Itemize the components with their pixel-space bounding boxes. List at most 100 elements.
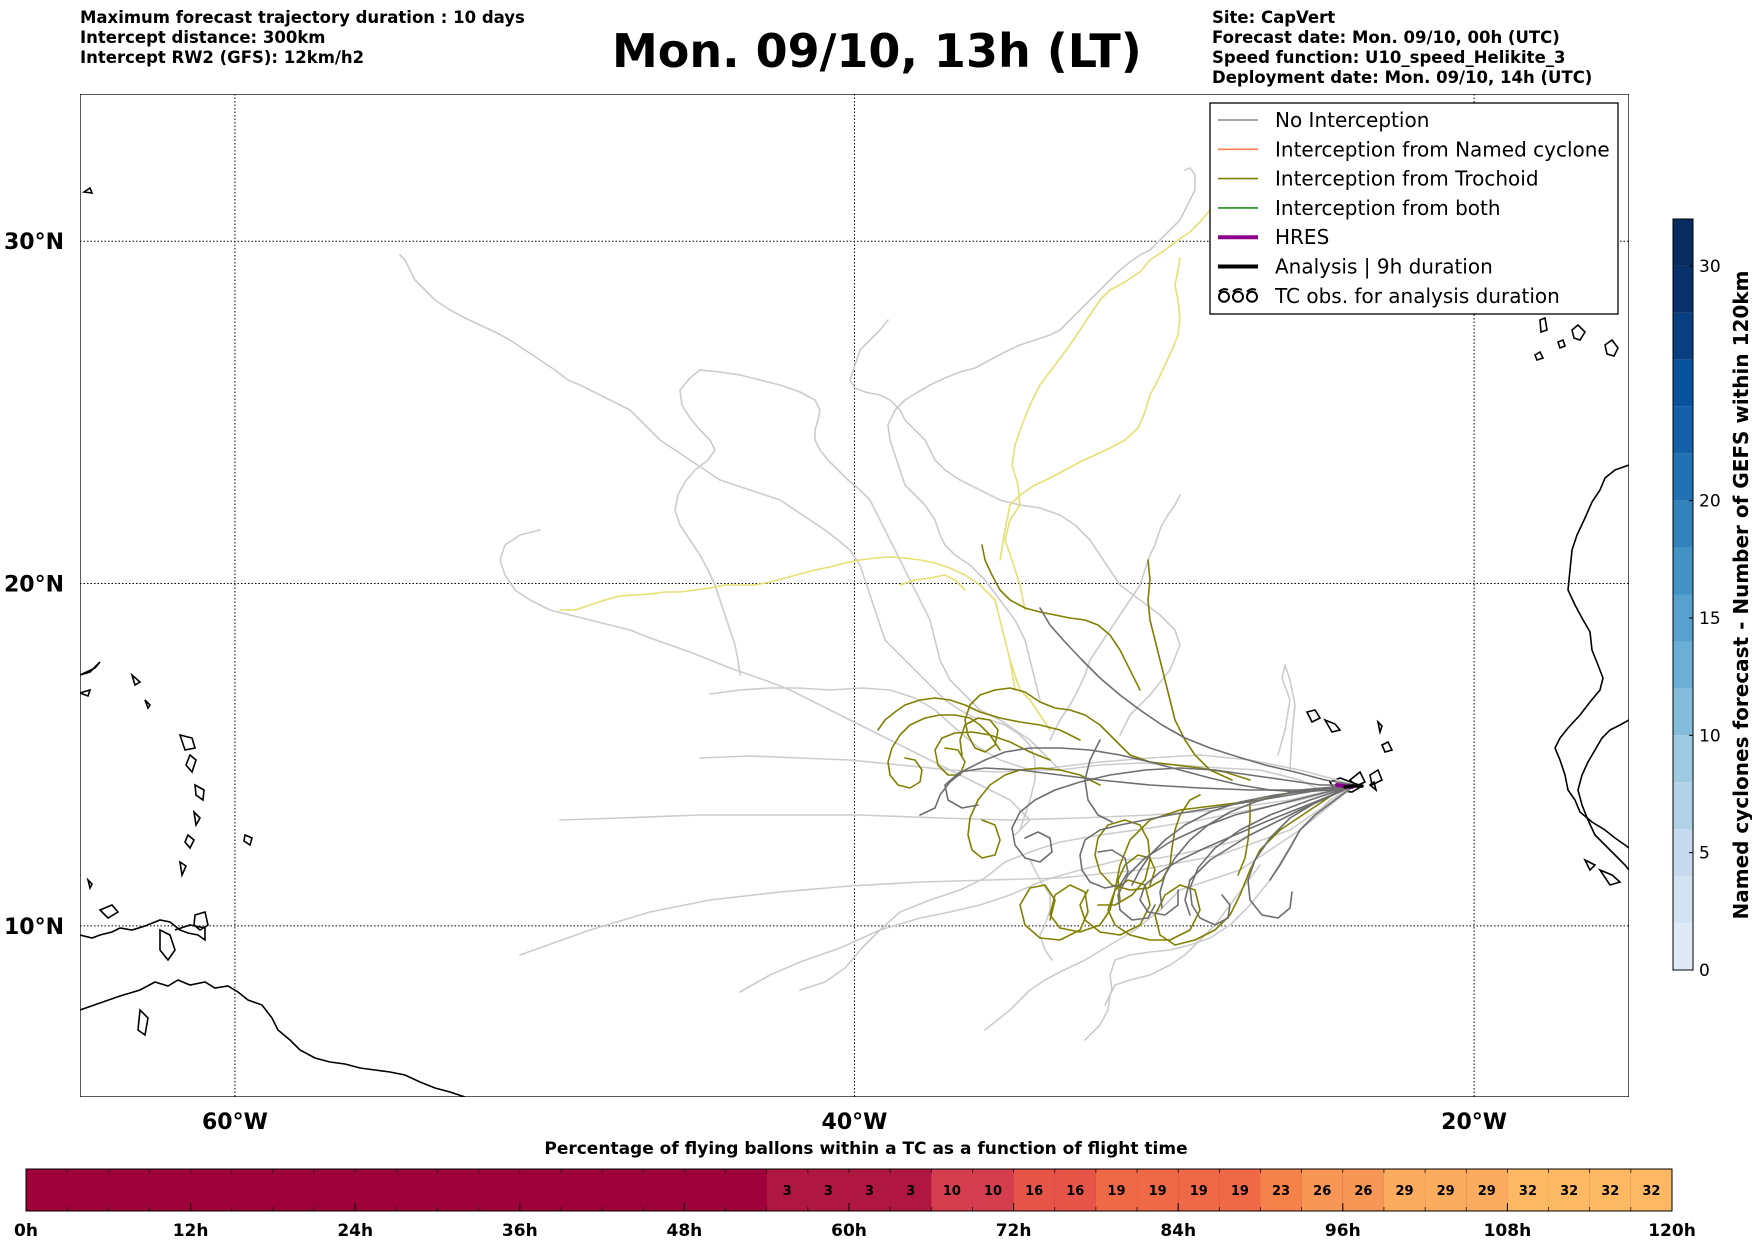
colorbar-segment: [1673, 735, 1693, 783]
antilles-3: [80, 688, 92, 698]
time-bar-cell-value: 23: [1272, 1184, 1290, 1199]
legend: No Interception Interception from Named c…: [1209, 102, 1619, 315]
colorbar-segment: [1673, 500, 1693, 548]
antilles-13: [86, 877, 93, 891]
time-bar-hour-label: 84h: [1160, 1221, 1196, 1241]
cape-verde-east-2: [1380, 740, 1394, 753]
legend-label: Interception from Named cyclone: [1275, 137, 1610, 161]
canary-island-3: [1539, 316, 1548, 334]
lon-label: 40°W: [822, 1110, 888, 1135]
time-bar-cell: [972, 1169, 1014, 1211]
track: [1029, 859, 1053, 961]
colorbar-segment: [1673, 312, 1693, 360]
no-interception-tracks-light: [399, 167, 1356, 1041]
track: [519, 784, 1356, 956]
time-bar-cell: [1219, 1169, 1261, 1211]
time-bar-cell: [1260, 1169, 1302, 1211]
time-bar-cell-value: 3: [906, 1184, 915, 1199]
africa-islands-2: [1583, 858, 1597, 872]
track: [849, 319, 1181, 736]
legend-item: Analysis | 9h duration: [1218, 255, 1493, 279]
site-text: Site: CapVert: [1212, 8, 1336, 27]
lat-label: 20°N: [4, 573, 64, 598]
track: [1084, 739, 1113, 823]
track: [984, 784, 1356, 1031]
time-bar-title: Percentage of flying ballons within a TC…: [544, 1139, 1187, 1159]
time-bar-cell-value: 32: [1601, 1184, 1619, 1199]
caribbean-island-2: [137, 1008, 149, 1037]
time-bar-cell-value: 29: [1478, 1184, 1496, 1199]
track: [887, 714, 1001, 789]
colorbar-segment: [1673, 265, 1693, 313]
time-bar-cell-value: 19: [1190, 1184, 1208, 1199]
track: [1039, 607, 1356, 786]
time-bar-cell: [1589, 1169, 1631, 1211]
legend-item: No Interception: [1218, 108, 1429, 132]
track: [559, 556, 1016, 691]
interception-trochoid-tracks: [877, 544, 1341, 946]
track: [999, 257, 1181, 561]
antilles-10: [184, 833, 195, 850]
time-bar-cell-value: 16: [1025, 1184, 1043, 1199]
time-bar-cell: [1548, 1169, 1590, 1211]
legend-label: Analysis | 9h duration: [1275, 255, 1493, 279]
track: [1117, 854, 1156, 901]
time-bar-cell-value: 26: [1354, 1184, 1372, 1199]
legend-label: HRES: [1275, 225, 1329, 249]
time-bar-cell: [890, 1169, 932, 1211]
track: [1189, 784, 1356, 926]
time-bar-cell: [1342, 1169, 1384, 1211]
time-bar-cell-value: 26: [1313, 1184, 1331, 1199]
south-america-coast: [80, 979, 466, 1097]
track: [934, 731, 1051, 776]
track: [674, 369, 1061, 771]
cyclone-icon: [1218, 290, 1230, 303]
time-bar-hour-label: 120h: [1648, 1221, 1696, 1241]
time-bar-hour-label: 12h: [173, 1221, 209, 1241]
time-bar-hour-label: 108h: [1484, 1221, 1532, 1241]
time-bar-cell: [1054, 1169, 1096, 1211]
track: [1247, 784, 1356, 919]
legend-item: Interception from Named cyclone: [1218, 137, 1610, 161]
time-bar-hour-label: 48h: [667, 1221, 703, 1241]
trinidad-island: [193, 910, 209, 931]
canary-island-2: [1571, 323, 1587, 341]
time-bar-cell: [1630, 1169, 1672, 1211]
track: [1019, 789, 1301, 941]
africa-islands-1: [1597, 868, 1622, 886]
no-interception-tracks-dark: [919, 607, 1356, 926]
colorbar-segment: [1673, 359, 1693, 407]
time-bar-cell: [931, 1169, 973, 1211]
track: [887, 167, 1196, 701]
time-bar-cell: [1178, 1169, 1220, 1211]
antilles-6: [178, 733, 197, 751]
track: [944, 767, 1356, 809]
time-bar-cell-value: 3: [783, 1184, 792, 1199]
coastlines: [80, 186, 1629, 1097]
legend-label: No Interception: [1275, 108, 1429, 132]
bermuda-island: [81, 186, 94, 194]
speed-function-text: Speed function: U10_speed_Helikite_3: [1212, 48, 1566, 67]
colorbar-segment: [1673, 219, 1693, 266]
colorbar-tick-label: 20: [1699, 492, 1721, 512]
time-bar-cell-value: 32: [1560, 1184, 1578, 1199]
antilles-11: [178, 860, 188, 878]
time-bar-cell-value: 19: [1107, 1184, 1125, 1199]
canary-island-1: [1604, 338, 1619, 357]
canary-island-4: [1534, 350, 1545, 361]
time-bar-cell-value: 16: [1066, 1184, 1084, 1199]
time-bar-cell-value: 29: [1437, 1184, 1455, 1199]
time-percentage-bar: Percentage of flying ballons within a TC…: [14, 1139, 1696, 1241]
lon-label: 20°W: [1441, 1110, 1507, 1135]
canary-island-5: [1557, 338, 1566, 350]
antilles-8: [194, 783, 205, 802]
time-bar-hour-label: 36h: [502, 1221, 538, 1241]
antilles-4: [130, 672, 142, 687]
track: [981, 544, 1141, 691]
time-bar-cell-value: 10: [984, 1184, 1002, 1199]
track: [877, 697, 1081, 741]
antilles-9: [192, 809, 201, 828]
colorbar-segment: [1673, 829, 1693, 877]
latitude-labels: 30°N 20°N 10°N: [4, 230, 64, 940]
forecast-date-text: Forecast date: Mon. 09/10, 00h (UTC): [1212, 28, 1560, 47]
